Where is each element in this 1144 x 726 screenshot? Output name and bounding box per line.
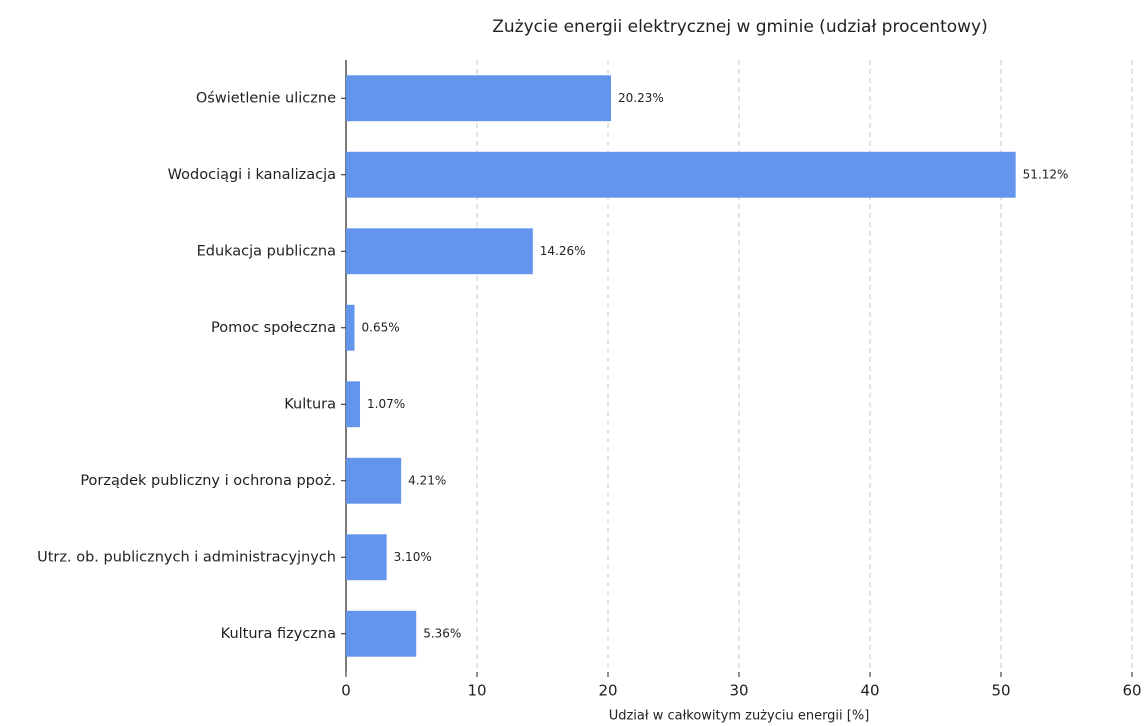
x-tick-label: 60 xyxy=(1122,682,1141,700)
y-tick-label: Oświetlenie uliczne xyxy=(196,90,336,106)
y-tick-label: Wodociągi i kanalizacja xyxy=(168,167,336,183)
bar xyxy=(346,151,1016,198)
data-label: 5.36% xyxy=(423,626,461,640)
data-label: 3.10% xyxy=(394,550,432,564)
bar xyxy=(346,534,387,581)
data-label: 51.12% xyxy=(1023,167,1069,181)
bar xyxy=(346,228,533,275)
x-tick-label: 20 xyxy=(598,682,617,700)
x-axis-label: Udział w całkowitym zużyciu energii [%] xyxy=(609,709,870,724)
y-tick-label: Pomoc społeczna xyxy=(211,320,336,336)
data-label: 0.65% xyxy=(362,320,400,334)
data-label: 4.21% xyxy=(408,473,446,487)
x-tick-label: 0 xyxy=(341,682,351,700)
y-tick-label: Utrz. ob. publicznych i administracyjnyc… xyxy=(37,549,336,565)
data-label: 20.23% xyxy=(618,91,664,105)
bar xyxy=(346,304,355,351)
y-tick-label: Edukacja publiczna xyxy=(197,243,336,259)
y-tick-label: Porządek publiczny i ochrona ppoż. xyxy=(80,473,336,489)
x-tick-label: 30 xyxy=(729,682,748,700)
data-label: 1.07% xyxy=(367,397,405,411)
y-tick-label: Kultura fizyczna xyxy=(221,626,336,642)
bar xyxy=(346,75,612,122)
bar xyxy=(346,457,402,504)
x-tick-label: 10 xyxy=(467,682,486,700)
bar xyxy=(346,381,361,428)
data-label: 14.26% xyxy=(540,244,586,258)
x-tick-label: 50 xyxy=(991,682,1010,700)
x-tick-label: 40 xyxy=(860,682,879,700)
bar xyxy=(346,610,417,657)
chart-title: Zużycie energii elektrycznej w gminie (u… xyxy=(492,17,987,37)
y-tick-label: Kultura xyxy=(284,396,336,412)
